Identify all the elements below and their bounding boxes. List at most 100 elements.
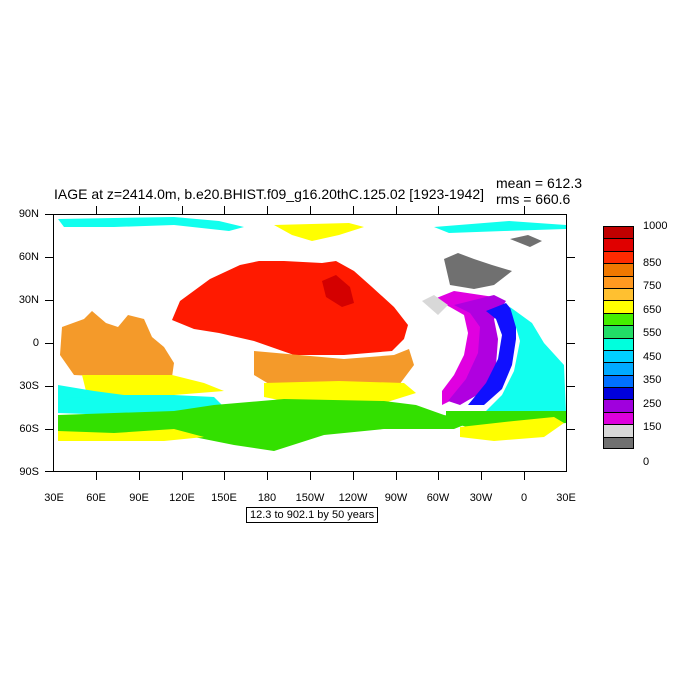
y-tick xyxy=(45,343,53,344)
y-tick xyxy=(45,300,53,301)
legend-swatch xyxy=(603,424,634,437)
y-tick-right xyxy=(567,386,575,387)
north-pacific-dark-red-core xyxy=(322,275,354,307)
legend-swatch xyxy=(603,399,634,412)
ocean-field-map xyxy=(58,217,566,451)
legend-swatch xyxy=(603,250,634,264)
arctic-yellow-region xyxy=(274,223,364,241)
legend-swatch xyxy=(603,325,634,338)
x-tick-label: 90W xyxy=(384,492,408,504)
x-tick xyxy=(182,472,183,480)
legend-label: 0 xyxy=(643,456,650,468)
y-tick-right xyxy=(567,429,575,430)
legend-swatch xyxy=(603,337,634,350)
indian-ocean-yellow-band xyxy=(82,375,224,395)
x-tick xyxy=(224,472,225,480)
legend-label: 550 xyxy=(643,327,662,339)
x-tick xyxy=(438,472,439,480)
map-plot xyxy=(53,214,567,472)
y-tick xyxy=(45,429,53,430)
atlantic-cyan-eastern-region xyxy=(484,307,566,415)
x-tick xyxy=(139,472,140,480)
x-tick-label: 30E xyxy=(556,492,576,504)
x-tick-label: 0 xyxy=(520,492,528,504)
plot-title: IAGE at z=2414.0m, b.e20.BHIST.f09_g16.2… xyxy=(54,186,485,202)
x-tick-label: 60E xyxy=(86,492,106,504)
legend-swatch xyxy=(603,362,634,375)
legend-swatch xyxy=(603,349,634,363)
y-tick-right xyxy=(567,343,575,344)
x-tick xyxy=(481,472,482,480)
y-tick xyxy=(45,214,53,215)
north-pacific-red-region xyxy=(172,261,408,355)
legend-swatch xyxy=(603,387,634,400)
x-tick-top xyxy=(438,206,439,214)
legend-label: 350 xyxy=(643,374,662,386)
y-tick-label: 0 xyxy=(32,337,39,349)
legend-label: 150 xyxy=(643,421,662,433)
x-tick xyxy=(96,472,97,480)
legend-swatch xyxy=(603,300,634,313)
y-tick-label: 90N xyxy=(18,208,39,220)
legend-swatch xyxy=(603,287,634,301)
x-tick-label: 30E xyxy=(44,492,64,504)
southern-ocean-green-band xyxy=(58,399,474,451)
south-pacific-orange-band xyxy=(254,349,414,387)
x-tick xyxy=(524,472,525,480)
indian-ocean-orange-region xyxy=(60,311,174,377)
arctic-cyan-region xyxy=(58,217,244,231)
southern-ocean-cyan-band xyxy=(58,385,224,415)
y-tick-label: 30N xyxy=(18,294,39,306)
x-tick-label: 60W xyxy=(426,492,450,504)
legend-swatch xyxy=(603,312,634,326)
atlantic-blue-core xyxy=(468,303,516,405)
rms-label: rms = 660.6 xyxy=(496,191,571,207)
x-tick xyxy=(396,472,397,480)
legend-swatch xyxy=(603,238,634,251)
legend-label: 750 xyxy=(643,280,662,292)
x-tick-top xyxy=(396,206,397,214)
legend-swatch xyxy=(603,411,634,425)
legend-label: 250 xyxy=(643,398,662,410)
x-tick-top xyxy=(353,206,354,214)
y-tick xyxy=(45,471,53,472)
x-tick xyxy=(267,472,268,480)
x-tick-label: 150E xyxy=(211,492,237,504)
x-tick-top xyxy=(310,206,311,214)
x-tick-label: 120E xyxy=(169,492,195,504)
legend-swatch xyxy=(603,436,634,450)
arctic-gray-patch xyxy=(510,235,542,247)
legend-swatch xyxy=(603,275,634,288)
x-tick-label: 120W xyxy=(338,492,368,504)
y-tick-right xyxy=(567,300,575,301)
atlantic-purple-band xyxy=(448,295,506,405)
x-tick-top xyxy=(267,206,268,214)
x-tick-top xyxy=(96,206,97,214)
color-legend-bar xyxy=(603,226,634,450)
x-tick-label: 150W xyxy=(295,492,325,504)
y-tick xyxy=(45,386,53,387)
x-tick xyxy=(353,472,354,480)
y-tick-label: 30S xyxy=(19,380,39,392)
southern-ocean-yellow-band xyxy=(58,429,204,441)
x-tick-label: 180 xyxy=(257,492,277,504)
southern-ocean-cyan-edge xyxy=(58,397,94,411)
legend-label: 1000 xyxy=(643,220,668,232)
legend-swatch xyxy=(603,374,634,388)
y-tick-label: 60S xyxy=(19,423,39,435)
legend-label: 650 xyxy=(643,304,662,316)
x-tick-label: 30W xyxy=(469,492,493,504)
legend-swatch xyxy=(603,263,634,276)
x-tick-top xyxy=(524,206,525,214)
y-tick-right xyxy=(567,257,575,258)
y-tick-label: 60N xyxy=(18,251,39,263)
arctic-cyan-strip-east xyxy=(434,221,566,233)
x-tick-top xyxy=(139,206,140,214)
north-atlantic-gray-region xyxy=(444,253,512,289)
x-tick xyxy=(310,472,311,480)
x-tick-top xyxy=(182,206,183,214)
y-tick-label: 90S xyxy=(19,466,39,478)
atlantic-yellow-south-patch xyxy=(460,417,564,441)
legend-swatch xyxy=(603,226,634,239)
south-pacific-yellow-band xyxy=(264,381,416,403)
